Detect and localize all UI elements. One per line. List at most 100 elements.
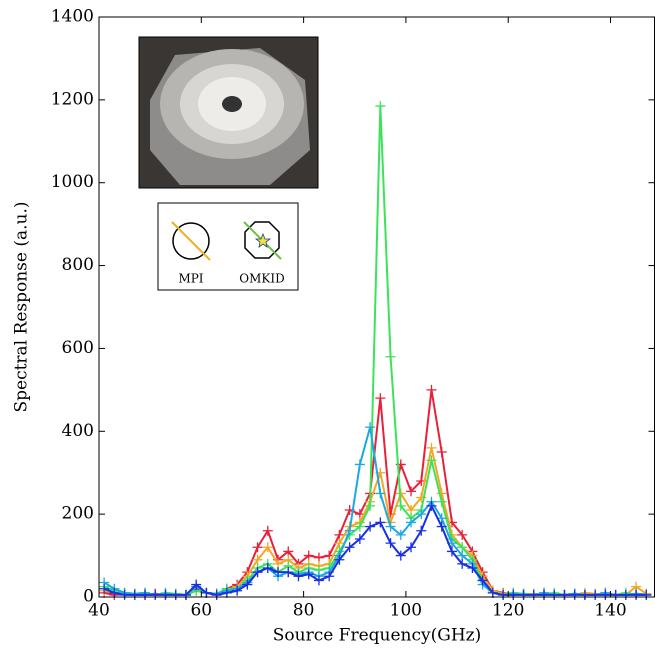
marker (354, 459, 365, 470)
marker (436, 521, 447, 532)
marker (610, 589, 621, 600)
marker (365, 500, 376, 511)
marker (477, 575, 488, 586)
x-tick-label: 80 (293, 601, 315, 621)
marker (334, 554, 345, 565)
marker (170, 589, 181, 600)
marker (426, 442, 437, 453)
marker (579, 589, 590, 600)
y-tick-label: 1200 (51, 89, 94, 109)
marker (416, 525, 427, 536)
marker (395, 529, 406, 540)
marker (283, 567, 294, 578)
marker (641, 589, 652, 600)
marker (354, 534, 365, 544)
series-line (103, 389, 647, 596)
marker (631, 589, 642, 600)
marker (119, 589, 130, 600)
marker (406, 486, 417, 497)
marker (549, 589, 560, 600)
marker (191, 579, 202, 590)
marker (252, 542, 263, 553)
marker (406, 542, 417, 553)
marker (211, 589, 222, 600)
y-tick-label: 1000 (51, 172, 94, 192)
marker (395, 500, 406, 511)
marker (467, 563, 478, 573)
marker (242, 579, 253, 590)
marker (375, 393, 386, 404)
marker (539, 589, 550, 600)
marker (99, 583, 110, 594)
inset-diagram: MPI OMKID (157, 202, 299, 291)
marker (620, 589, 631, 600)
marker (232, 585, 243, 596)
marker (436, 496, 447, 507)
marker (262, 525, 273, 536)
marker (559, 589, 570, 600)
x-axis-label: Source Frequency(GHz) (273, 626, 482, 646)
marker (487, 587, 498, 598)
marker (375, 517, 386, 528)
x-tick-label: 40 (88, 601, 110, 621)
marker (344, 542, 355, 553)
marker (354, 521, 365, 532)
marker (313, 575, 324, 586)
marker (140, 589, 151, 600)
series-line (103, 503, 647, 596)
y-tick-label: 600 (62, 338, 94, 358)
marker (406, 517, 417, 528)
inset-photo (138, 36, 319, 189)
x-tick-label: 60 (190, 601, 212, 621)
marker (457, 558, 468, 569)
y-tick-label: 800 (62, 255, 94, 275)
y-tick-label: 200 (62, 504, 94, 524)
marker (385, 538, 396, 549)
marker (344, 525, 355, 536)
marker (600, 589, 611, 600)
marker (273, 567, 284, 578)
marker (395, 550, 406, 561)
x-tick-label: 120 (492, 601, 524, 621)
marker (375, 101, 386, 112)
marker (375, 488, 386, 499)
marker (518, 589, 529, 600)
y-tick-label: 0 (83, 587, 94, 607)
marker (262, 542, 273, 553)
y-axis-label: Spectral Response (a.u.) (12, 201, 32, 412)
x-tick-label: 140 (594, 601, 626, 621)
x-tick-label: 100 (390, 601, 422, 621)
annotation: MPI (178, 272, 203, 286)
marker (180, 589, 191, 600)
y-tick-label: 1400 (51, 7, 94, 27)
marker (436, 447, 447, 457)
marker (508, 589, 519, 600)
marker (293, 571, 304, 582)
marker (365, 521, 376, 532)
marker (252, 567, 263, 578)
marker (385, 521, 396, 532)
annotation: OMKID (239, 272, 284, 286)
marker (221, 587, 232, 598)
marker (365, 422, 376, 433)
marker (426, 500, 437, 511)
marker (446, 546, 457, 557)
marker (129, 589, 140, 600)
plot (99, 101, 652, 600)
marker (528, 589, 539, 600)
marker (426, 384, 437, 395)
marker (109, 587, 120, 598)
marker (303, 569, 314, 580)
marker (201, 587, 212, 598)
marker (426, 455, 437, 466)
marker (457, 529, 468, 540)
marker (416, 509, 427, 520)
marker (385, 351, 396, 362)
marker (498, 589, 509, 600)
y-tick-label: 400 (62, 421, 94, 441)
marker (150, 589, 161, 600)
marker (262, 563, 273, 573)
marker (569, 589, 580, 600)
